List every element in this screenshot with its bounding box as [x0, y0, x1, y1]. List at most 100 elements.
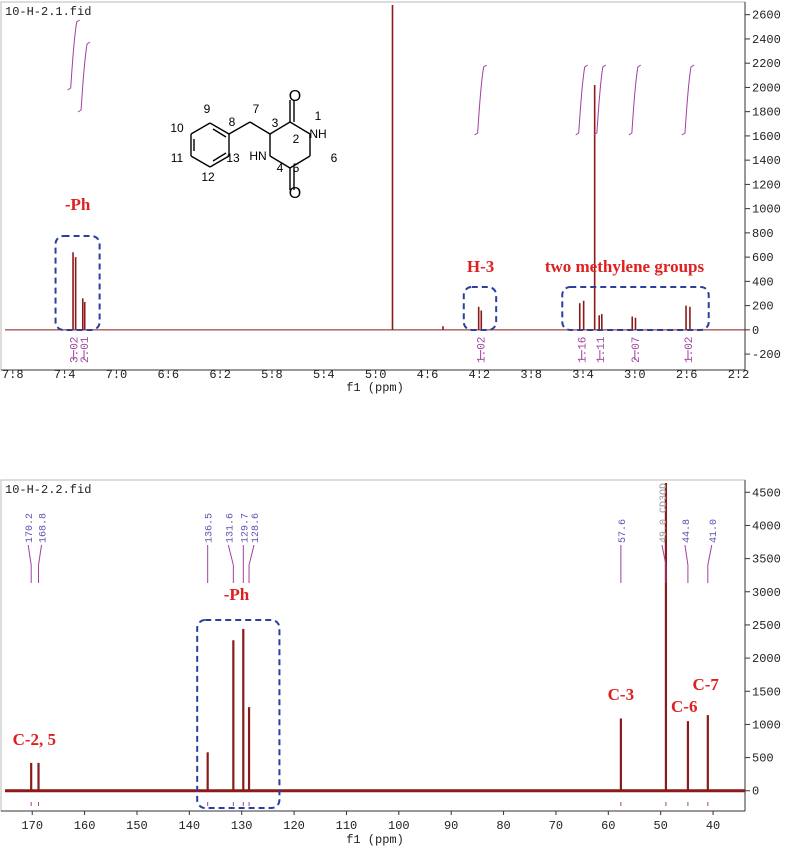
- atom-label: 2: [293, 132, 300, 146]
- chart: 10-H-2.1.fid -200 0 200 400 600 800 1000 1200 140…: [0, 1, 781, 395]
- y-tick-label: 0: [752, 785, 759, 799]
- y-tick-label: 1000: [752, 718, 781, 732]
- integral-curve: [67, 19, 80, 91]
- integral-curve: [575, 64, 588, 136]
- bond: [289, 121, 311, 135]
- y-tick-label: 2500: [752, 619, 781, 633]
- peak-label: 57.6: [618, 519, 629, 543]
- bond: [212, 152, 227, 162]
- y-tick-label: 2400: [752, 33, 781, 47]
- x-tick-label: 3.0: [624, 368, 646, 382]
- bond: [209, 155, 230, 168]
- y-tick-label: 1000: [752, 203, 781, 217]
- bond: [289, 155, 311, 169]
- x-tick-label: 40: [706, 819, 720, 833]
- y-tick-label: 1400: [752, 154, 781, 168]
- integral-curve: [628, 64, 642, 136]
- y-tick-label: 1200: [752, 178, 781, 192]
- x-tick-label: 110: [336, 819, 358, 833]
- y-tick-label: 2200: [752, 57, 781, 71]
- x-tick-label: 170: [21, 819, 43, 833]
- y-tick-label: 3000: [752, 586, 781, 600]
- annotation: C-3: [608, 685, 634, 704]
- integral-curve: [474, 64, 487, 136]
- bond: [249, 121, 271, 135]
- annotation: C-2, 5: [13, 730, 56, 749]
- y-tick-label: 4000: [752, 519, 781, 533]
- peak-label: 170.2: [25, 513, 36, 543]
- peak-label: 49.0 CD3OD: [659, 483, 670, 543]
- atom-label: 11: [171, 151, 184, 165]
- atom-label: 3: [272, 116, 279, 130]
- y-tick-label: 2000: [752, 81, 781, 95]
- y-tick-label: 1600: [752, 130, 781, 144]
- integral-label: 1.16: [578, 337, 590, 363]
- x-tick-label: 6.2: [209, 368, 231, 382]
- integral-label: 2.01: [80, 336, 92, 363]
- x-tick-label: 3.4: [572, 368, 594, 382]
- bond: [190, 155, 211, 168]
- plot: [5, 483, 745, 793]
- y-tick-label: 400: [752, 275, 774, 289]
- peak-label: 44.8: [682, 519, 693, 543]
- x-axis-label: f1 (ppm): [346, 833, 404, 847]
- peak-label: 131.6: [225, 513, 236, 543]
- x-tick-label: 7.8: [2, 368, 24, 382]
- annotation: -Ph: [65, 195, 91, 214]
- peak-label-line: [707, 544, 713, 566]
- peak-label: 168.8: [39, 513, 50, 543]
- x-tick-label: 2.6: [676, 368, 698, 382]
- peak-label: 41.0: [709, 519, 720, 543]
- atom-label: 1: [315, 109, 322, 123]
- peak-label-line: [248, 544, 255, 566]
- highlight-box: [462, 286, 498, 331]
- x-tick-label: 7.4: [54, 368, 76, 382]
- plot: [5, 5, 745, 331]
- peak-label-line: [661, 544, 667, 566]
- atom-label: 13: [226, 151, 240, 165]
- atom-label: 8: [229, 115, 236, 129]
- atom-label: NH: [309, 127, 326, 141]
- y-tick-label: 2600: [752, 9, 781, 23]
- x-tick-label: 4.6: [417, 368, 439, 382]
- x-tick-label: 100: [388, 819, 410, 833]
- x-tick-label: 70: [549, 819, 563, 833]
- y-tick-label: 3500: [752, 553, 781, 567]
- y-tick-label: 2000: [752, 652, 781, 666]
- x-tick-label: 2.2: [728, 368, 750, 382]
- atom-label: 6: [331, 151, 338, 165]
- integral-label: 2.07: [631, 337, 643, 363]
- x-tick-label: 5.4: [313, 368, 335, 382]
- integral-curve: [77, 41, 91, 113]
- x-tick-label: 90: [444, 819, 458, 833]
- integral-label: 1.11: [596, 336, 608, 363]
- y-tick-label: 800: [752, 227, 774, 241]
- atom-label: 7: [253, 102, 260, 116]
- atom-label: O: [289, 185, 301, 202]
- bond: [209, 122, 230, 135]
- annotation: C-6: [671, 697, 697, 716]
- chart-title: 10-H-2.2.fid: [5, 483, 91, 497]
- bond: [269, 121, 291, 135]
- bond: [190, 122, 211, 135]
- annotation: C-7: [692, 675, 719, 694]
- x-tick-label: 160: [74, 819, 96, 833]
- y-tick-label: 1800: [752, 106, 781, 120]
- atom-label: 5: [293, 161, 300, 175]
- bond: [228, 121, 251, 135]
- x-tick-label: 4.2: [469, 368, 491, 382]
- x-tick-label: 60: [601, 819, 615, 833]
- atom-label: HN: [249, 149, 266, 163]
- chart: 10-H-2.2.fid 0 500 1000 1500 2000 2500 3000 3500…: [0, 479, 781, 847]
- peak-label-line: [38, 544, 43, 566]
- atom-label: 9: [204, 102, 211, 116]
- x-tick-label: 5.8: [261, 368, 283, 382]
- peak-label: 136.5: [205, 513, 216, 543]
- highlight-box: [54, 235, 101, 331]
- x-tick-label: 150: [126, 819, 148, 833]
- plot-frame: [0, 479, 746, 812]
- y-tick-label: 4500: [752, 486, 781, 500]
- integral-label: 1.02: [684, 337, 696, 363]
- integral-label: 3.02: [70, 337, 82, 363]
